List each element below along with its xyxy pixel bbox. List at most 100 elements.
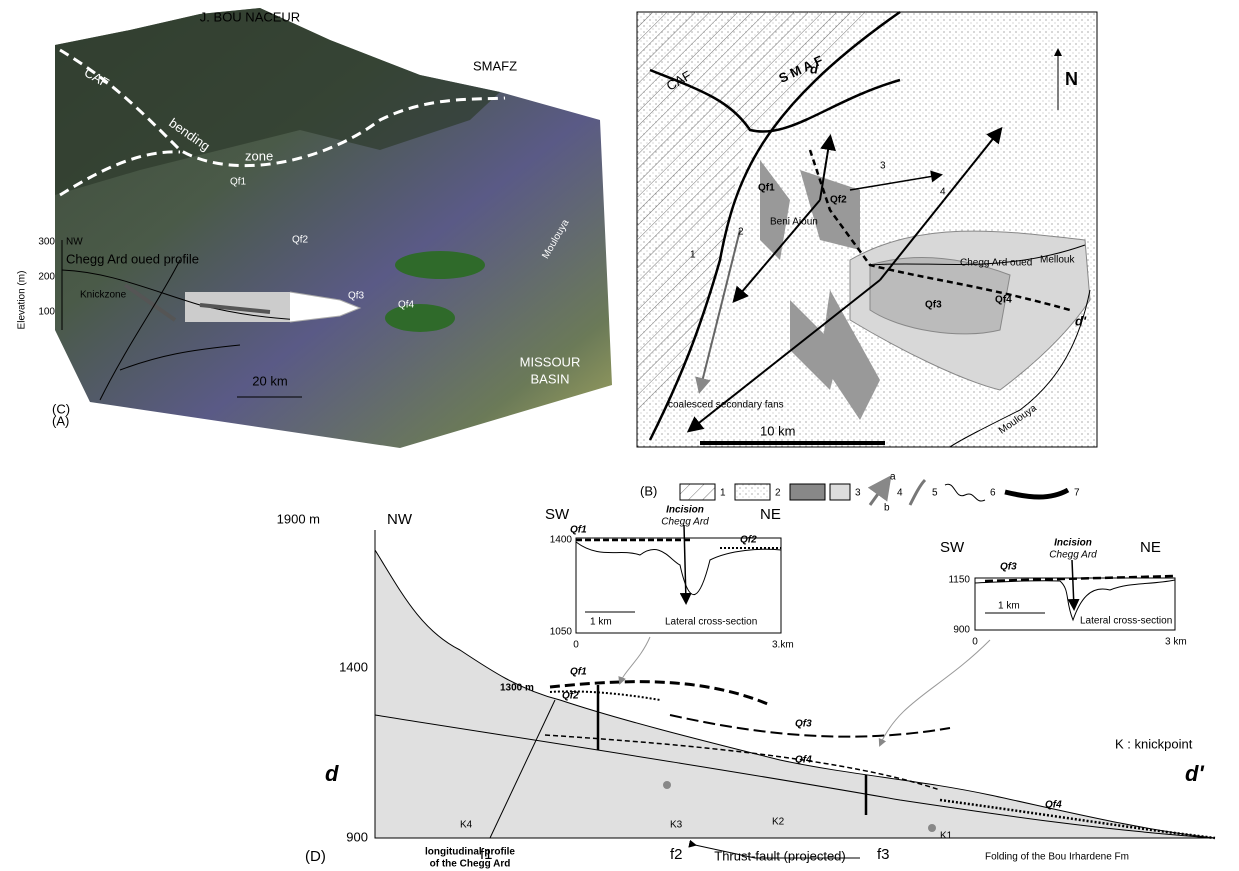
tick-label: 1400 <box>339 659 368 674</box>
label: Qf4 <box>795 755 812 766</box>
legend-label: 3 <box>855 488 861 499</box>
legend-symbol <box>944 483 986 502</box>
label: Chegg Ard oued profile <box>66 251 199 266</box>
label: SW <box>940 539 965 556</box>
tick-label: 1900 m <box>277 511 320 526</box>
label: d' <box>1075 313 1087 328</box>
arrow <box>688 839 860 859</box>
label: K4 <box>460 820 473 831</box>
label: NW <box>66 237 83 248</box>
panel-d: 1900 m 1400 900 NW d d' 1300 m Qf1 Qf2 Q… <box>277 505 1216 870</box>
label: 1 <box>690 250 696 261</box>
tick-label: 1150 <box>948 575 970 586</box>
legend-label: 1 <box>720 488 726 499</box>
terrace-qf1 <box>549 680 771 707</box>
label: Qf4 <box>995 295 1012 306</box>
label: zone <box>245 148 273 163</box>
fault-line <box>59 48 506 168</box>
label: Qf2 <box>740 535 757 546</box>
label: 20 km <box>252 373 287 388</box>
arrow <box>695 229 741 394</box>
tick-label: 900 <box>346 829 368 844</box>
inset-profile <box>575 541 782 596</box>
label: 10 km <box>760 423 795 438</box>
zoom-arrow <box>289 291 362 323</box>
legend-label: 7 <box>1074 488 1080 499</box>
legend: 1 2 3 a 4 b 5 6 7 <box>679 472 1080 514</box>
label: NE <box>760 506 781 523</box>
label: Qf3 <box>1000 562 1017 573</box>
legend-label: 6 <box>990 488 996 499</box>
legend-label: 4 <box>897 488 903 499</box>
tick-label: 100 <box>38 307 55 318</box>
label: NE <box>1140 539 1161 556</box>
label: coalesced secondary fans <box>668 400 784 411</box>
label: K : knickpoint <box>1115 736 1193 751</box>
label: Knickzone <box>80 290 127 301</box>
label: Lateral cross-section <box>665 617 757 628</box>
panel-label: (B) <box>640 483 657 498</box>
label: Chegg Ard <box>1049 550 1097 561</box>
knickpoint <box>663 781 671 789</box>
label: Qf1 <box>570 667 587 678</box>
legend-symbol <box>867 475 892 506</box>
tick-label: 0 <box>573 640 579 651</box>
label: 4 <box>940 187 946 198</box>
terrace-qf4 <box>939 798 1216 840</box>
hatched-area <box>637 12 870 420</box>
label: Qf4 <box>1045 800 1062 811</box>
knickzone <box>123 283 177 322</box>
panel-a: J. BOU NACEUR SMAFZ CAF bending zone Qf1… <box>52 8 612 448</box>
panel-c: 300 200 100 Elevation (m) NW Chegg Ard o… <box>17 237 362 416</box>
tick-label: 1050 <box>550 627 573 638</box>
label: MISSOUR <box>520 354 581 369</box>
inset <box>575 537 782 634</box>
arrow <box>686 279 881 433</box>
tick-label: 3.km <box>772 640 794 651</box>
legend-label: 5 <box>932 488 938 499</box>
label: Chegg Ard oued <box>960 258 1032 269</box>
label: d <box>325 761 339 786</box>
label: Chegg Ard <box>661 517 709 528</box>
knickzone <box>199 303 271 314</box>
label: Qf1 <box>570 525 587 536</box>
fault-line <box>59 150 181 197</box>
label: of the Chegg Ard <box>430 859 511 870</box>
fault <box>99 259 241 401</box>
arrow <box>879 126 1003 281</box>
pointer <box>618 636 651 685</box>
label: SMAFZ <box>473 58 517 73</box>
legend-swatch <box>734 483 771 501</box>
label: N <box>1065 69 1078 89</box>
legend-label: a <box>890 472 896 483</box>
panel-label: (D) <box>305 848 326 865</box>
terrace <box>984 574 1176 583</box>
label: BASIN <box>530 371 569 386</box>
label: Beni Aioun <box>770 217 818 228</box>
label: Qf3 <box>925 300 942 311</box>
arrow <box>732 199 821 304</box>
vegetation <box>395 251 485 279</box>
arrow <box>1067 559 1080 611</box>
label: Qf3 <box>348 291 365 302</box>
label: 3 <box>880 161 886 172</box>
tick-label: 300 <box>38 237 55 248</box>
longitudinal-profile <box>374 714 1216 839</box>
label: Qf1 <box>230 177 247 188</box>
pointer <box>878 639 991 747</box>
label: 1 km <box>590 617 612 628</box>
legend-swatch <box>789 483 826 501</box>
label: SW <box>545 506 570 523</box>
tick-label: 0 <box>972 637 978 648</box>
label: Qf4 <box>398 300 415 311</box>
arrow <box>849 170 943 191</box>
label: d <box>810 61 819 76</box>
label: Thrust-fault (projected) <box>714 848 846 863</box>
label: 1300 m <box>500 683 534 694</box>
knickpoint <box>928 824 936 832</box>
label: 2 <box>738 227 744 238</box>
mountain-ridge <box>55 8 500 195</box>
panel-label: (A) <box>52 413 69 428</box>
legend-label: b <box>884 503 890 514</box>
profile-trace <box>808 149 1071 312</box>
